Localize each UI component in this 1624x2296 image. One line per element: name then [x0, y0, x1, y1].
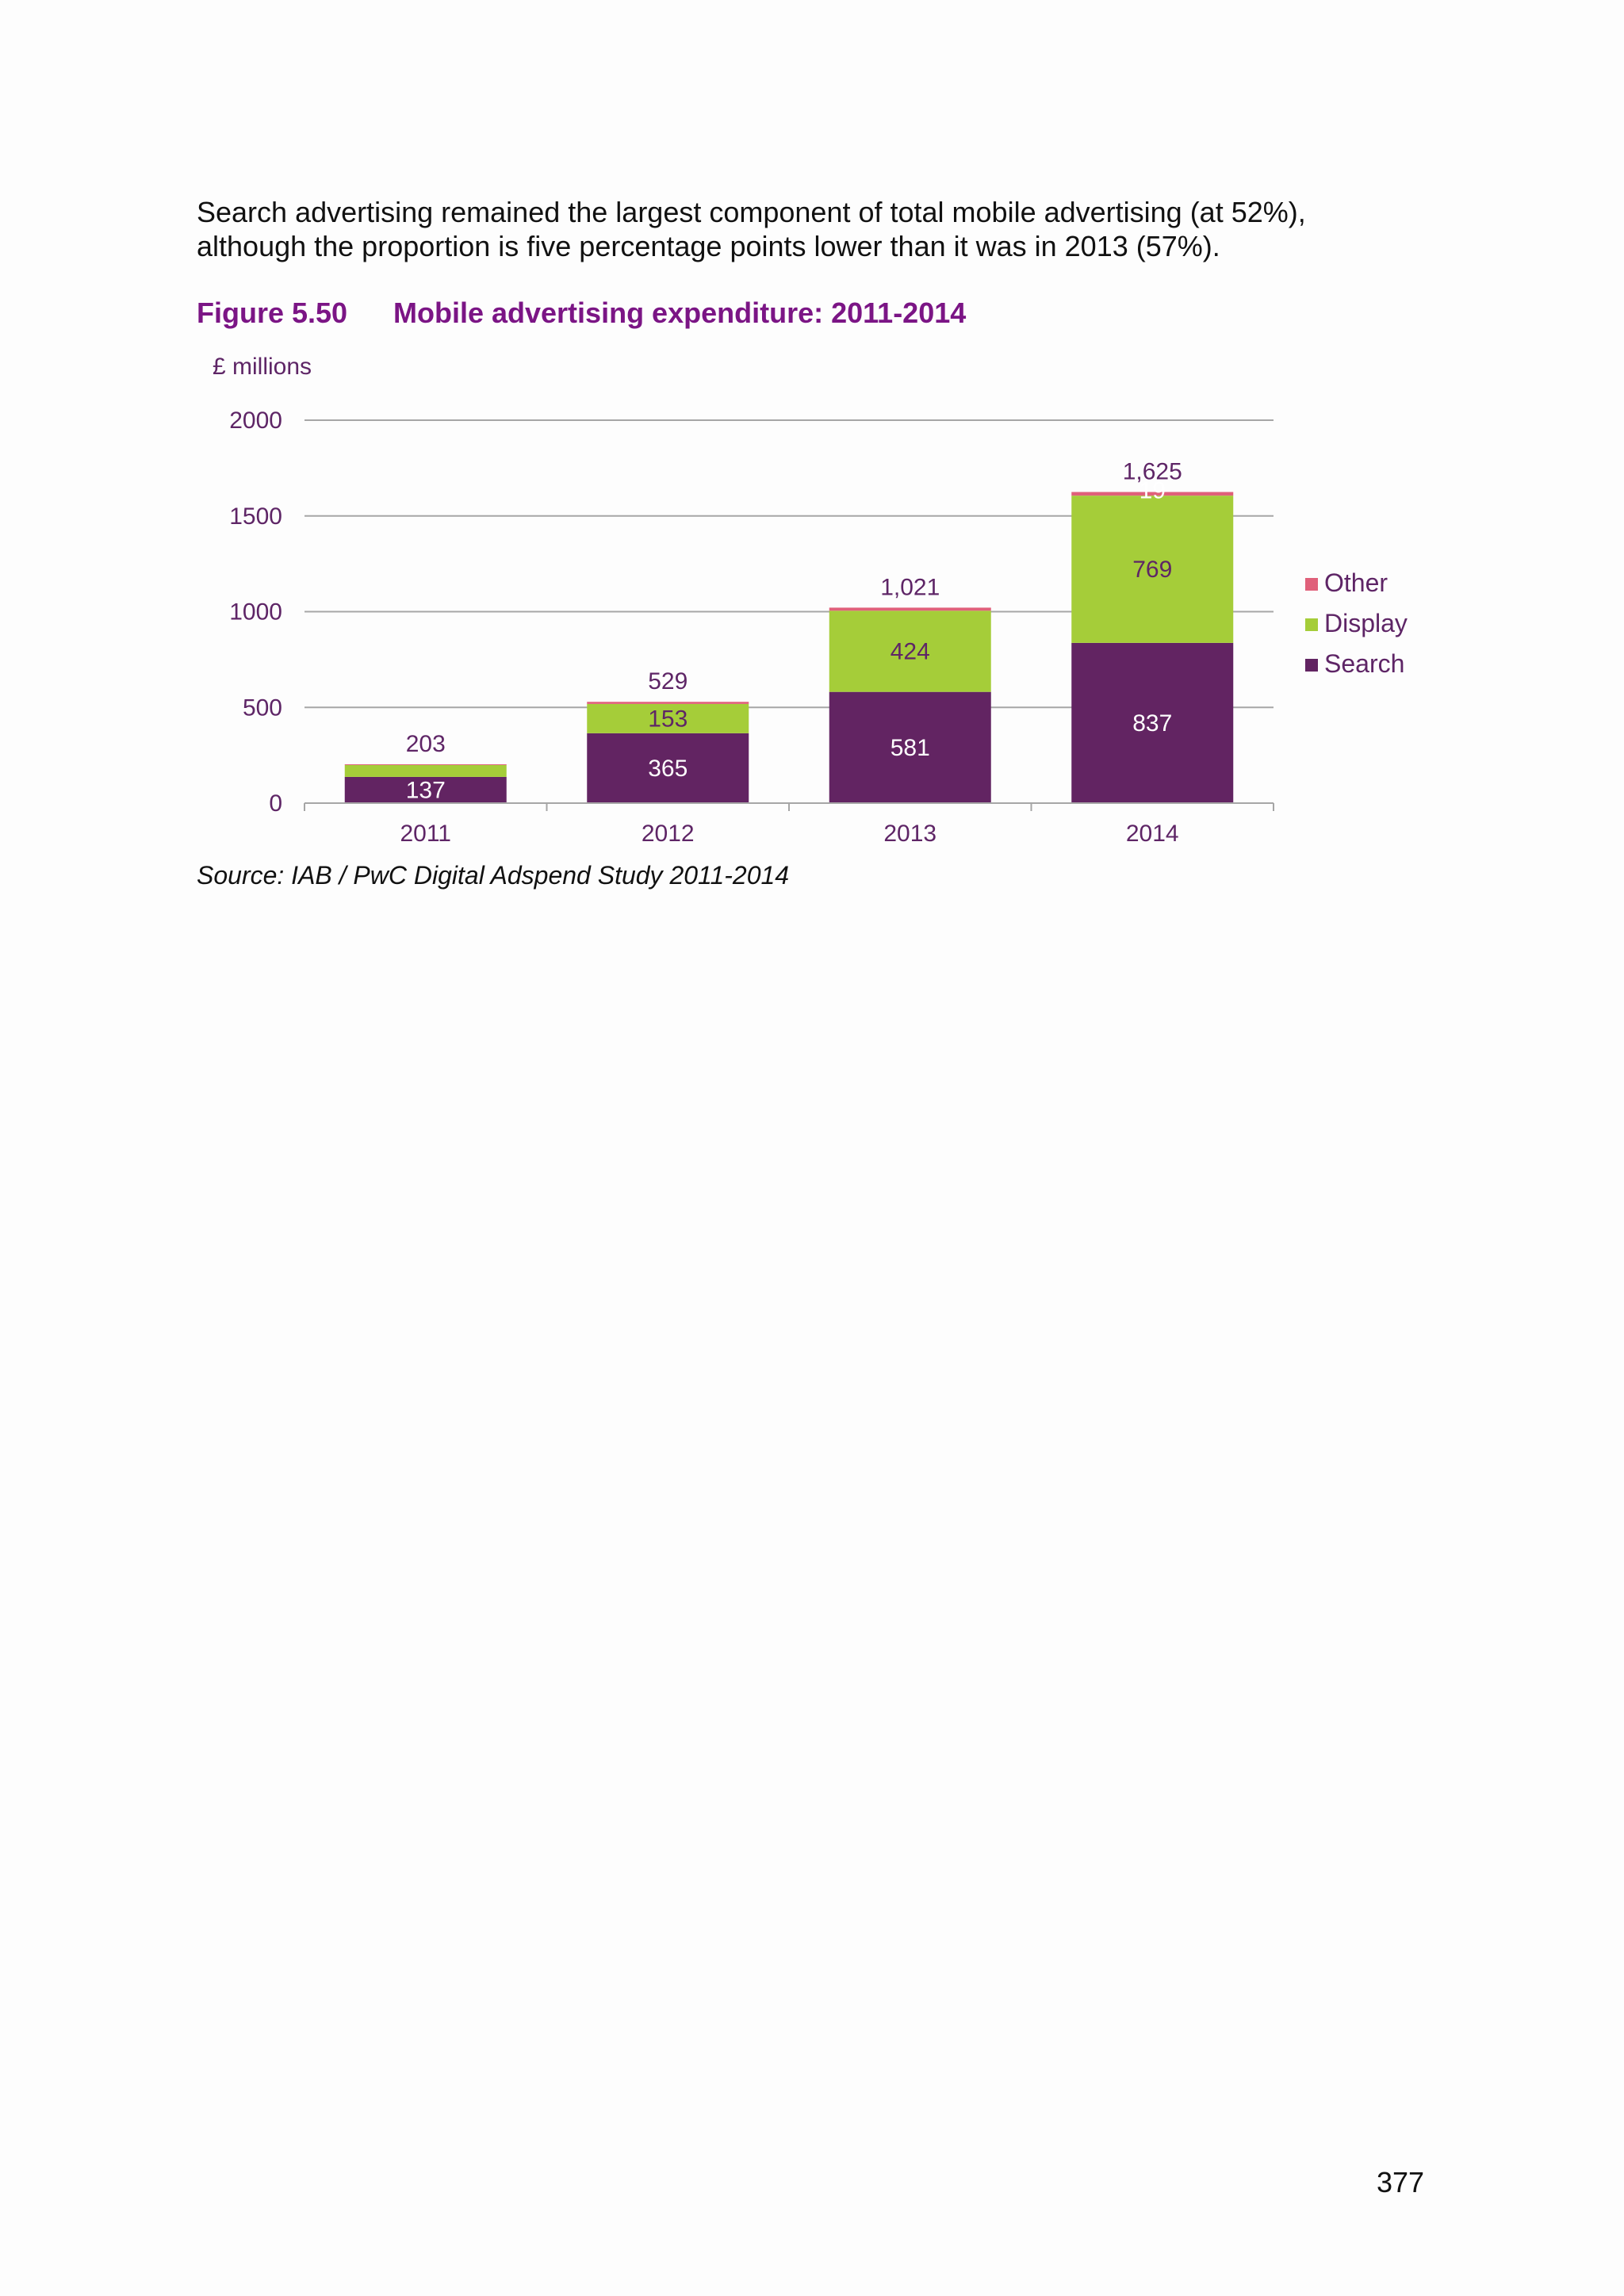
total-label: 203 [406, 731, 446, 757]
paragraph-line-1: Search advertising remained the largest … [197, 196, 1306, 228]
page-number: 377 [1377, 2166, 1425, 2198]
legend-swatch-other [1305, 578, 1318, 591]
stacked-bar-chart: £ millions 0 500 1000 1500 2000 137 203 365 153… [213, 354, 1408, 847]
y-tick-label: 1500 [229, 503, 282, 530]
bar-segment-search [829, 691, 991, 803]
y-tick-label: 1000 [229, 599, 282, 626]
bar-segment-display [587, 703, 749, 733]
bar-segment-other [829, 607, 991, 611]
x-tick-label: 2012 [642, 821, 695, 847]
bar-segment-search [587, 733, 749, 803]
total-label: 1,021 [880, 574, 940, 600]
x-tick-label: 2013 [883, 821, 936, 847]
bar-segment-search [1071, 642, 1234, 803]
data-label-display: 769 [1132, 557, 1172, 583]
data-label-search: 581 [891, 735, 930, 761]
data-label-search: 137 [406, 777, 446, 803]
figure-title: Figure 5.50 Mobile advertising expenditur… [197, 297, 966, 330]
total-label: 1,625 [1123, 459, 1182, 485]
legend-label-other: Other [1324, 568, 1388, 597]
legend-label-display: Display [1324, 609, 1408, 637]
bars: 137 203 365 153 529 581 424 1,021 837 769 191,625 [344, 459, 1234, 803]
bar-segment-search [344, 776, 507, 803]
bar-segment-other [344, 763, 507, 765]
data-label-other: 19 [1139, 478, 1166, 504]
data-label-display: 153 [648, 706, 688, 732]
y-tick-label: 0 [269, 790, 282, 817]
total-label: 529 [648, 668, 688, 695]
source-note: Source: IAB / PwC Digital Adspend Study … [197, 861, 790, 890]
y-tick-label: 2000 [229, 408, 282, 434]
data-label-display: 424 [891, 638, 930, 664]
bar-segment-display [829, 610, 991, 692]
bar-segment-other [1071, 492, 1234, 496]
y-axis-ticks: 0 500 1000 1500 2000 [229, 408, 282, 817]
paragraph-line-2: although the proportion is five percenta… [197, 230, 1220, 262]
figure-number: Figure 5.50 [197, 297, 348, 329]
legend-swatch-display [1305, 618, 1318, 631]
bar-segment-display [1071, 496, 1234, 643]
bar-segment-other [587, 702, 749, 704]
legend-label-search: Search [1324, 649, 1404, 678]
body-paragraph: Search advertising remained the largest … [197, 195, 1434, 263]
figure-caption: Mobile advertising expenditure: 2011-201… [393, 297, 967, 329]
x-axis: 2011 2012 2013 2014 [304, 802, 1274, 847]
data-label-search: 365 [648, 756, 688, 782]
y-axis-label: £ millions [213, 354, 312, 380]
legend-swatch-search [1305, 659, 1318, 672]
y-tick-label: 500 [243, 695, 282, 721]
x-tick-label: 2011 [400, 821, 451, 847]
legend: Other Display Search [1305, 568, 1408, 678]
data-label-search: 837 [1132, 710, 1172, 737]
bar-segment-display [344, 764, 507, 777]
x-tick-label: 2014 [1126, 821, 1179, 847]
